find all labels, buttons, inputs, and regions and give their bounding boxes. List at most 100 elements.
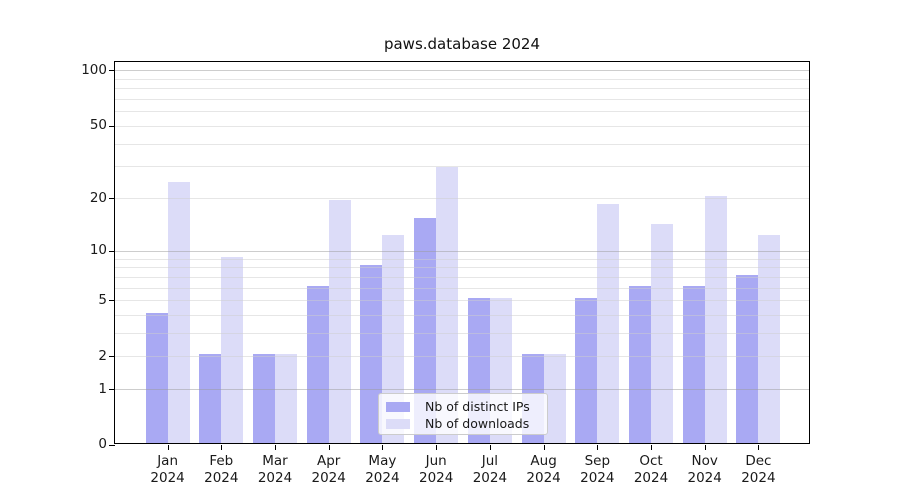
x-tick-year: 2024	[150, 470, 185, 486]
bar-distinct-ips-nov	[682, 285, 705, 443]
gridline-9	[115, 258, 809, 260]
x-tick-year: 2024	[311, 470, 346, 486]
gridline-10	[115, 250, 809, 252]
bar-downloads-apr	[328, 200, 351, 443]
bar-downloads-jun	[436, 167, 459, 443]
x-tick-mark-jul	[489, 445, 491, 450]
legend-item-distinct-ips: Nb of distinct IPs	[386, 398, 547, 415]
gridline-50	[115, 125, 809, 127]
y-tick-label-5: 5	[98, 291, 107, 308]
x-tick-mark-jun	[436, 445, 438, 450]
x-tick-label-dec: Dec 2024	[726, 453, 790, 487]
bar-downloads-feb	[221, 256, 244, 443]
y-tick-label-20: 20	[89, 189, 107, 206]
bar-distinct-ips-may	[360, 265, 383, 443]
bar-distinct-ips-jun	[414, 218, 437, 443]
y-tick-mark-5	[109, 300, 115, 301]
x-tick-year: 2024	[472, 470, 508, 486]
x-tick-mark-jan	[167, 445, 169, 450]
x-tick-year: 2024	[741, 470, 776, 486]
x-tick-mark-sep	[597, 445, 599, 450]
bar-distinct-ips-jan	[145, 312, 168, 443]
bar-distinct-ips-oct	[628, 285, 651, 443]
gridline-7	[115, 276, 809, 278]
gridline-3	[115, 333, 809, 334]
x-tick-mark-may	[382, 445, 384, 450]
x-tick-month: Jan	[157, 453, 178, 469]
x-tick-label-nov: Nov 2024	[673, 453, 737, 487]
x-tick-label-sep: Sep 2024	[565, 453, 629, 487]
x-tick-mark-feb	[221, 445, 223, 450]
gridline-1	[115, 389, 809, 391]
bar-downloads-sep	[597, 204, 620, 443]
x-tick-label-aug: Aug 2024	[512, 453, 576, 487]
y-tick-mark-100	[109, 70, 115, 72]
legend: Nb of distinct IPs Nb of downloads	[378, 393, 548, 435]
gridline-70	[115, 99, 809, 100]
x-tick-mark-apr	[328, 445, 330, 450]
x-tick-year: 2024	[580, 470, 615, 486]
x-tick-month: Jun	[425, 453, 447, 469]
x-tick-month: Mar	[262, 453, 288, 469]
bar-downloads-nov	[704, 196, 727, 443]
legend-swatch-downloads	[386, 418, 410, 429]
x-tick-mark-mar	[275, 445, 276, 450]
x-tick-mark-nov	[704, 445, 706, 450]
y-tick-label-10: 10	[89, 242, 107, 259]
x-tick-label-jun: Jun 2024	[404, 453, 468, 487]
gridline-6	[115, 287, 809, 289]
x-tick-month: Nov	[691, 453, 718, 469]
x-tick-label-jul: Jul 2024	[458, 453, 522, 487]
y-tick-mark-1	[109, 389, 115, 391]
gridline-80	[115, 88, 809, 90]
bar-distinct-ips-apr	[306, 285, 329, 443]
x-tick-label-mar: Mar 2024	[243, 453, 307, 487]
plot-area: 0 1 2 5 10 20 50 100 Jan 2024 Feb 2024 Mar 2024 Apr 202…	[81, 61, 810, 486]
x-tick-year: 2024	[526, 470, 561, 486]
bar-downloads-aug	[543, 354, 566, 443]
chart-title: paws.database 2024	[383, 35, 541, 53]
x-tick-label-feb: Feb 2024	[189, 453, 253, 487]
bar-downloads-jan	[167, 181, 190, 443]
y-tick-mark-50	[109, 125, 115, 127]
x-tick-label-apr: Apr 2024	[297, 453, 361, 487]
y-tick-mark-10	[109, 250, 115, 252]
y-tick-mark-20	[109, 198, 115, 200]
x-tick-label-may: May 2024	[350, 453, 414, 487]
y-tick-label-100: 100	[81, 61, 107, 78]
y-tick-label-1: 1	[98, 380, 107, 397]
y-tick-mark-2	[109, 356, 115, 358]
legend-swatch-distinct-ips	[386, 401, 410, 412]
x-tick-month: Dec	[745, 453, 772, 469]
x-tick-month: Aug	[530, 453, 557, 469]
bar-distinct-ips-mar	[253, 354, 276, 443]
x-tick-year: 2024	[687, 470, 722, 486]
gridline-20	[115, 198, 809, 200]
x-tick-month: Jul	[481, 453, 499, 469]
x-tick-month: Sep	[584, 453, 611, 469]
bar-downloads-may	[382, 235, 405, 443]
x-tick-year: 2024	[204, 470, 239, 486]
gridline-4	[115, 314, 809, 316]
gridline-5	[115, 300, 809, 301]
y-tick-label-0: 0	[98, 436, 107, 452]
x-tick-month: May	[368, 453, 397, 469]
gridline-100	[115, 70, 809, 72]
x-tick-month: Feb	[209, 453, 234, 469]
x-tick-mark-aug	[543, 445, 545, 450]
bar-distinct-ips-sep	[575, 298, 598, 443]
x-tick-label-oct: Oct 2024	[619, 453, 683, 487]
x-tick-year: 2024	[419, 470, 454, 486]
x-tick-mark-dec	[758, 445, 760, 450]
gridline-40	[115, 143, 809, 145]
y-tick-mark-0	[109, 444, 115, 446]
x-tick-month: Oct	[639, 453, 663, 469]
x-tick-month: Apr	[317, 453, 341, 469]
legend-label-distinct-ips: Nb of distinct IPs	[425, 399, 530, 414]
legend-item-downloads: Nb of downloads	[386, 415, 547, 432]
x-tick-label-jan: Jan 2024	[136, 453, 200, 487]
x-tick-year: 2024	[365, 470, 400, 486]
legend-label-downloads: Nb of downloads	[425, 416, 530, 431]
x-tick-year: 2024	[257, 470, 293, 486]
